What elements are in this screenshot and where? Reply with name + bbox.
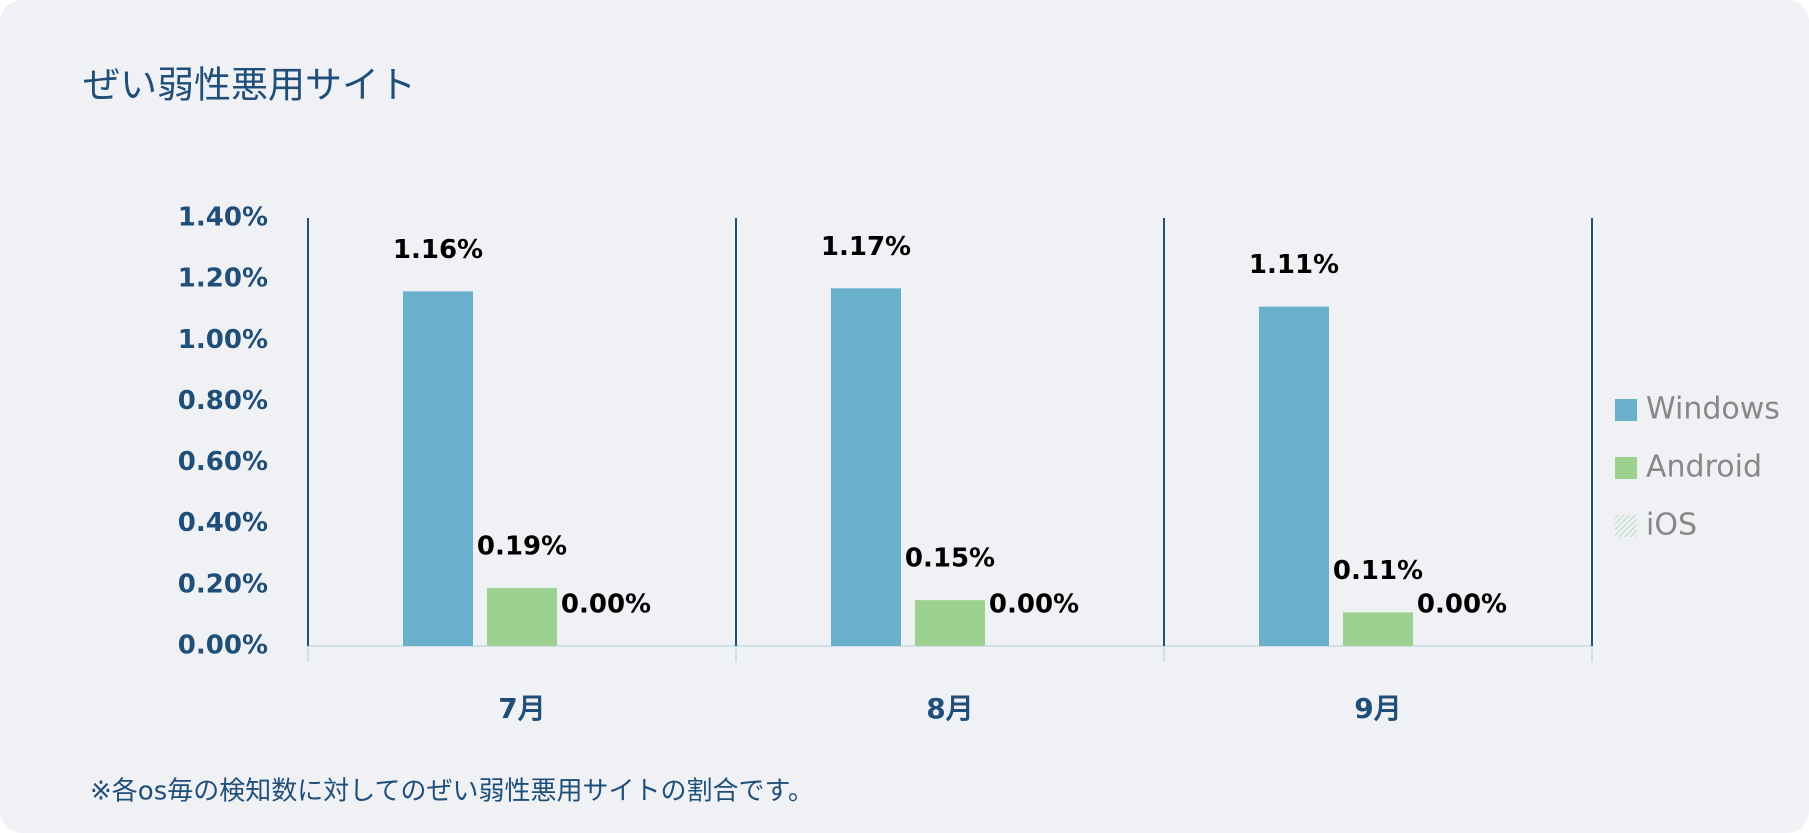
bar: [915, 600, 985, 646]
y-tick-label: 0.20%: [178, 569, 268, 599]
value-label: 0.00%: [1417, 590, 1507, 620]
bar: [831, 288, 901, 646]
bar: [1343, 612, 1413, 646]
y-tick-label: 1.00%: [178, 325, 268, 355]
y-tick-label: 0.00%: [178, 631, 268, 661]
chart-title: ぜい弱性悪用サイト: [83, 64, 416, 107]
footnote: ※各os毎の検知数に対してのぜい弱性悪用サイトの割合です。: [90, 777, 814, 807]
legend-swatch: [1615, 457, 1637, 479]
value-label: 1.17%: [821, 232, 911, 262]
y-tick-label: 0.60%: [178, 447, 268, 477]
x-tick-label: 9月: [1354, 692, 1401, 725]
bar: [487, 587, 557, 646]
value-label: 0.11%: [1333, 556, 1423, 586]
value-label: 0.15%: [905, 544, 995, 574]
legend-label: Android: [1646, 450, 1762, 485]
legend-label: Windows: [1646, 392, 1780, 427]
bar: [1259, 306, 1329, 646]
legend-swatch: [1615, 399, 1637, 421]
x-tick-label: 8月: [926, 692, 973, 725]
y-tick-label: 0.40%: [178, 508, 268, 538]
value-label: 0.19%: [477, 531, 567, 561]
y-tick-label: 0.80%: [178, 386, 268, 416]
value-label: 1.16%: [393, 235, 483, 265]
y-tick-label: 1.20%: [178, 264, 268, 294]
legend-swatch: [1615, 515, 1637, 537]
bar: [403, 291, 473, 646]
legend-label: iOS: [1646, 508, 1697, 543]
y-tick-label: 1.40%: [178, 203, 268, 233]
x-tick-label: 7月: [498, 692, 545, 725]
value-label: 0.00%: [561, 590, 651, 620]
value-label: 1.11%: [1249, 250, 1339, 280]
value-label: 0.00%: [989, 590, 1079, 620]
